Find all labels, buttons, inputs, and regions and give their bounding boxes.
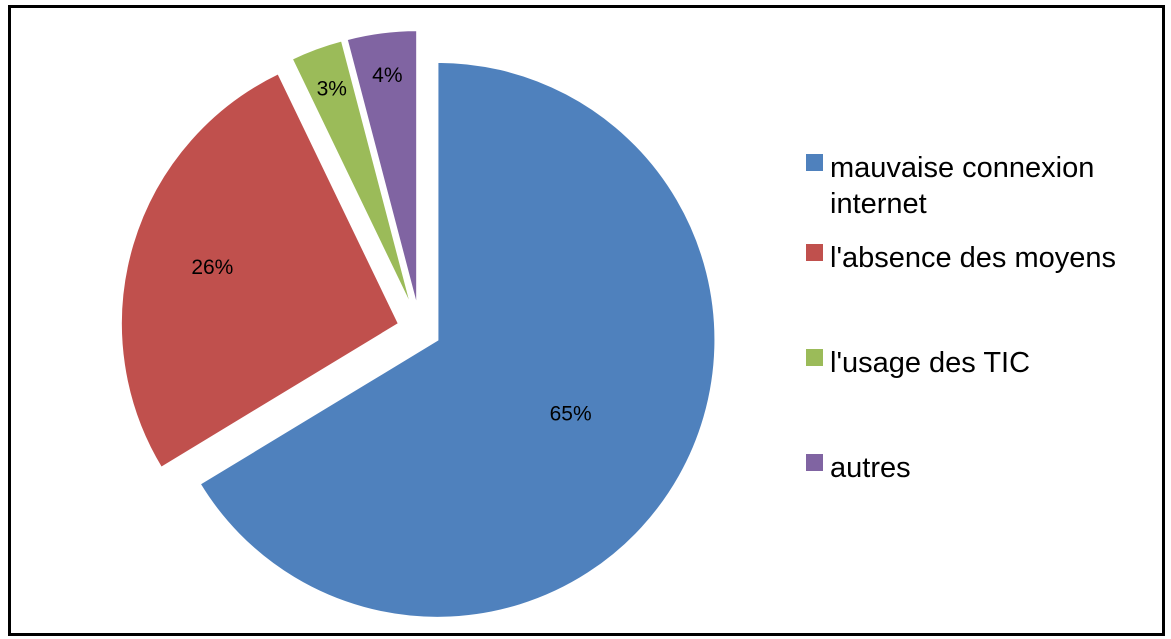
legend-swatch (806, 154, 823, 171)
legend-label: mauvaise connexion internet (830, 152, 1095, 220)
legend-label: autres (830, 452, 911, 484)
data-label: 26% (191, 256, 233, 279)
data-label: 4% (372, 64, 402, 87)
data-label: 3% (317, 78, 347, 101)
legend-item: mauvaise connexion internet (806, 150, 1146, 222)
pie-slice (345, 29, 419, 309)
legend-swatch (806, 349, 823, 366)
legend-swatch (806, 244, 823, 261)
data-label: 65% (550, 402, 592, 425)
chart-frame (8, 5, 1165, 636)
legend-item: l'absence des moyens (806, 240, 1146, 276)
legend-label: l'absence des moyens (830, 242, 1117, 274)
legend-item: l'usage des TIC (806, 345, 1146, 381)
pie-slice (290, 39, 414, 310)
pie-slice (198, 60, 717, 619)
legend-label: l'usage des TIC (830, 347, 1031, 379)
legend-swatch (806, 454, 823, 471)
pie-slice (119, 71, 401, 470)
legend-item: autres (806, 450, 1146, 486)
